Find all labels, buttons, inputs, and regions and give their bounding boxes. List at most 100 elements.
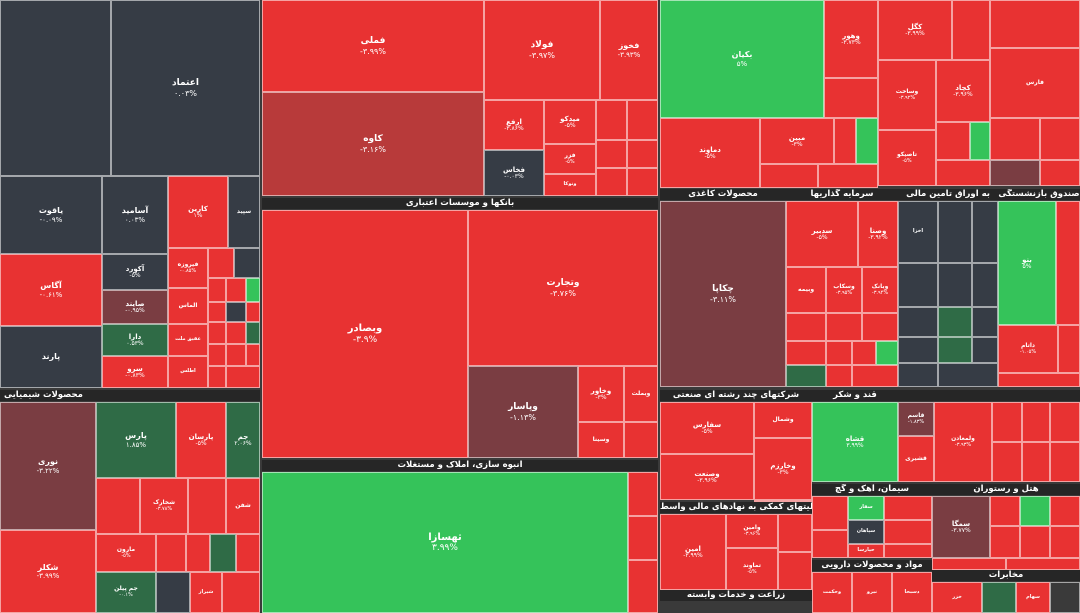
small-tile[interactable] [226,322,246,344]
small-tile[interactable] [628,516,658,560]
small-tile[interactable] [884,496,932,520]
small-tile[interactable] [236,534,260,572]
tile-36[interactable]: شفن [226,478,260,534]
small-tile[interactable] [938,201,972,263]
tile-42[interactable]: بکیان ۵% [660,0,824,118]
tile-35[interactable]: شخارک -۳.۷۸% [140,478,188,534]
small-tile[interactable] [938,337,972,363]
tile-45[interactable]: کچاد -۳.۹۶% [936,60,990,122]
tile-9[interactable]: دارا ۰.۵۳% [102,324,168,356]
small-tile[interactable] [96,478,140,534]
small-tile[interactable] [208,366,226,388]
tile-2[interactable]: یاقوت -۰.۰۹% [0,176,102,254]
tile-56[interactable]: وبانک -۳.۹۴% [862,267,898,313]
tile-58[interactable]: بنو ۵% [998,201,1056,325]
tile-30[interactable]: وسینا [578,422,624,458]
tile-75[interactable]: سپاهان [848,520,884,544]
small-tile[interactable] [186,534,210,572]
small-tile[interactable] [862,313,898,341]
small-tile[interactable] [628,560,658,613]
tile-24[interactable]: ونوکا [544,174,596,196]
small-tile[interactable] [226,278,246,302]
small-tile[interactable] [760,164,818,188]
small-tile[interactable] [627,140,658,168]
small-tile[interactable] [1058,325,1080,373]
tile-16[interactable]: فملی -۳.۹۹% [262,0,484,92]
small-tile[interactable] [1022,402,1050,442]
tile-78[interactable]: نیرو [852,572,892,613]
small-tile[interactable] [226,344,246,366]
tile-50[interactable]: تاصیکو -۵% [878,130,936,186]
tile-43[interactable]: وهور -۳.۷۳% [824,0,878,78]
tile-39[interactable]: جم پیلن -۰.۱% [96,572,156,613]
small-tile[interactable] [992,442,1022,482]
small-tile[interactable] [972,263,998,307]
tile-31[interactable]: نوری -۳.۲۲% [0,402,96,530]
tile-69[interactable]: وامین -۳.۹۶% [726,514,778,548]
tile-1[interactable]: اعتماد ۰.۰۳% [111,0,260,176]
small-tile[interactable] [826,365,852,387]
small-tile[interactable] [826,313,862,341]
small-tile[interactable] [990,160,1040,186]
small-tile[interactable] [628,472,658,516]
small-tile[interactable] [898,337,938,363]
small-tile[interactable] [222,572,260,613]
small-tile[interactable] [1040,118,1080,160]
tile-81[interactable]: سهام [1016,582,1050,613]
tile-80[interactable]: خزر [932,582,982,613]
small-tile[interactable] [210,534,236,572]
tile-33[interactable]: پارسان -۵% [176,402,226,478]
tile-68[interactable]: ولمعادن -۳.۹۳% [934,402,992,482]
tile-22[interactable]: فخاس -۰.۰۳% [484,150,544,196]
tile-10[interactable]: پارند [0,326,102,388]
small-tile[interactable] [970,122,990,160]
tile-11[interactable]: سرو -۰.۸۳% [102,356,168,388]
small-tile[interactable] [234,248,260,278]
small-tile[interactable] [938,363,998,387]
small-tile[interactable] [856,118,878,164]
tile-70[interactable]: امین -۳.۹۹% [660,514,726,590]
tile-46[interactable]: وساخت -۳.۹۲% [878,60,936,130]
small-tile[interactable] [208,302,226,322]
small-tile[interactable] [246,322,260,344]
tile-77[interactable]: وحکمت [812,572,852,613]
small-tile[interactable] [938,263,972,307]
small-tile[interactable] [1020,496,1050,526]
small-tile[interactable] [826,341,852,365]
small-tile[interactable] [852,341,876,365]
small-tile[interactable] [936,160,990,186]
tile-21[interactable]: میدکو -۵% [544,100,596,144]
small-tile[interactable] [778,552,812,590]
tile-0[interactable] [0,0,111,176]
small-tile[interactable] [1020,526,1050,558]
tile-63[interactable]: وصنعت -۳.۹۶% [660,454,754,500]
tile-71[interactable]: تماوند -۵% [726,548,778,590]
tile-54[interactable]: وبیمه [786,267,826,313]
tile-62[interactable]: وخارزم -۳% [754,438,812,500]
tile-20[interactable]: ارفع -۳.۸۶% [484,100,544,150]
tile-15[interactable]: اطلس [168,356,208,388]
small-tile[interactable] [786,341,826,365]
small-tile[interactable] [982,582,1016,613]
tile-27[interactable]: وپاسار -۱.۱۳% [468,366,578,458]
tile-4[interactable]: کارین ۱% [168,176,228,248]
tile-38[interactable]: شکلر -۳.۹۹% [0,530,96,613]
small-tile[interactable] [624,422,658,458]
small-tile[interactable] [786,365,826,387]
small-tile[interactable] [972,337,998,363]
small-tile[interactable] [156,572,190,613]
small-tile[interactable] [998,373,1080,387]
small-tile[interactable] [627,100,658,140]
tile-67[interactable]: قشیری [898,436,934,482]
tile-6[interactable]: آگاس -۰.۶۱% [0,254,102,326]
small-tile[interactable] [952,0,990,60]
small-tile[interactable] [188,478,226,534]
small-tile[interactable] [898,263,938,307]
tile-25[interactable]: وبصادر -۳.۹% [262,210,468,458]
tile-47[interactable]: فارس [990,48,1080,118]
tile-28[interactable]: وخاور -۳% [578,366,624,422]
tile-17[interactable]: فولاد -۳.۹۷% [484,0,600,100]
small-tile[interactable] [834,118,856,164]
small-tile[interactable] [627,168,658,196]
small-tile[interactable] [226,302,246,322]
